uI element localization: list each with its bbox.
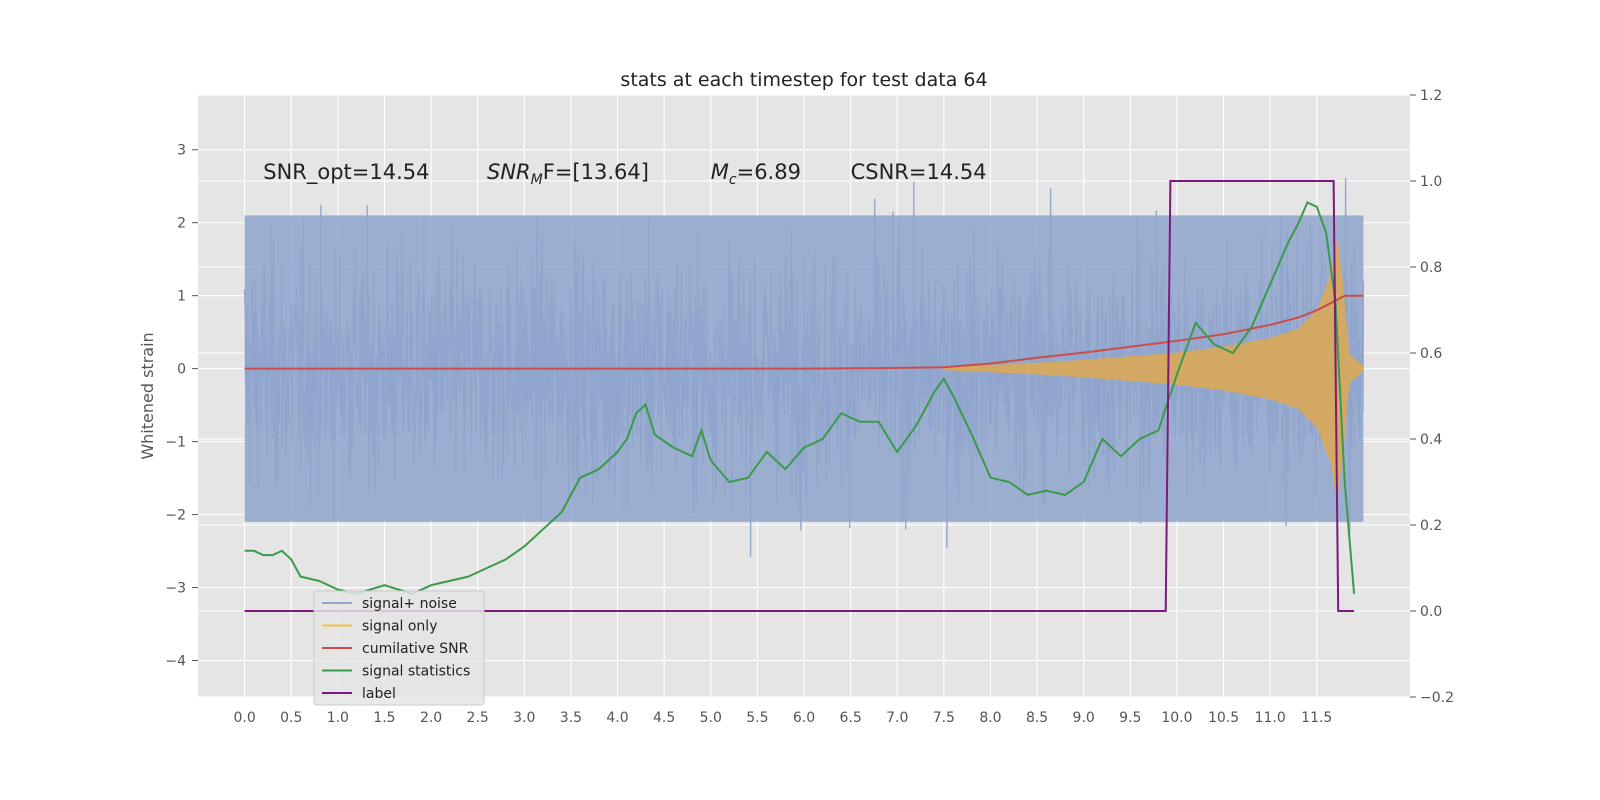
chart-title: stats at each timestep for test data 64 [620,69,987,91]
series-line-cumilative-snr [244,294,1364,370]
x-tick-label: 5.5 [746,710,768,726]
annotation-3: CSNR=14.54 [851,160,987,184]
x-tick-label: 1.5 [373,710,395,726]
y-tick-label: 2 [177,216,186,232]
annotation-0: SNR_opt=14.54 [263,160,429,185]
series-signal-only [943,237,1364,500]
y2-tick-label: 0.2 [1420,518,1442,534]
y2-tick-label: 1.2 [1420,88,1442,104]
x-tick-label: 9.0 [1073,710,1095,726]
y-tick-label: −3 [165,581,186,597]
legend: signal+ noise signal only cumilative SNR si… [313,590,485,706]
x-tick-label: 6.0 [793,710,815,726]
x-tick-label: 3.5 [560,710,582,726]
x-tick-label: 2.0 [420,710,442,726]
legend-label: cumilative SNR [362,641,469,657]
series-lines [244,180,1364,612]
legend-label: label [362,686,396,702]
x-tick-label: 0.0 [233,710,255,726]
y-tick-label: 0 [177,362,186,378]
legend-label: signal only [362,619,437,635]
y2-tick-label: −0.2 [1420,690,1454,706]
y-tick-label: 1 [177,289,186,305]
x-tick-label: 6.5 [839,710,861,726]
x-tick-label: 7.5 [933,710,955,726]
y2-tick-label: 1.0 [1420,174,1442,190]
y2-tick-label: 0.0 [1420,604,1442,620]
legend-label: signal statistics [362,664,470,680]
y2-tick-label: 0.6 [1420,346,1442,362]
x-tick-label: 8.0 [979,710,1001,726]
x-tick-label: 10.0 [1161,710,1192,726]
series-line-signal-statistics [244,201,1356,595]
series-line-label [244,180,1355,612]
y-axis-ticks: 3 2 1 0 −1 −2 −3 −4 [165,143,198,670]
x-axis-ticks: 0.0 0.5 1.0 1.5 2.0 2.5 3.0 3.5 4.0 4.5 5.0 5.5 6.0 6… [233,710,1332,726]
x-tick-label: 5.0 [700,710,722,726]
y-tick-label: −4 [165,654,186,670]
y2-axis-ticks: 1.2 1.0 0.8 0.6 0.4 0.2 0.0 −0.2 [1410,88,1454,706]
x-tick-label: 4.5 [653,710,675,726]
x-tick-label: 4.0 [606,710,628,726]
x-tick-label: 3.0 [513,710,535,726]
y2-tick-label: 0.4 [1420,432,1442,448]
y-tick-label: −2 [165,508,186,524]
x-tick-label: 10.5 [1208,710,1239,726]
x-tick-label: 2.5 [467,710,489,726]
x-tick-label: 8.5 [1026,710,1048,726]
y-axis-label: Whitened strain [138,332,157,459]
legend-box [313,590,485,706]
x-tick-label: 11.5 [1301,710,1332,726]
legend-label: signal+ noise [362,596,457,612]
y2-tick-label: 0.8 [1420,260,1442,276]
x-tick-label: 11.0 [1255,710,1286,726]
x-tick-label: 1.0 [327,710,349,726]
x-tick-label: 0.5 [280,710,302,726]
x-tick-label: 7.0 [886,710,908,726]
annotation-1: SNRMF=[13.64] [487,160,649,188]
annotation-2: Mc=6.89 [711,160,801,188]
signal-only-fill [943,237,1364,500]
y-tick-label: −1 [165,435,186,451]
annotations: SNR_opt=14.54 SNRMF=[13.64] Mc=6.89 CSNR=14… [263,160,986,188]
x-tick-label: 9.5 [1119,710,1141,726]
y-tick-label: 3 [177,143,186,159]
